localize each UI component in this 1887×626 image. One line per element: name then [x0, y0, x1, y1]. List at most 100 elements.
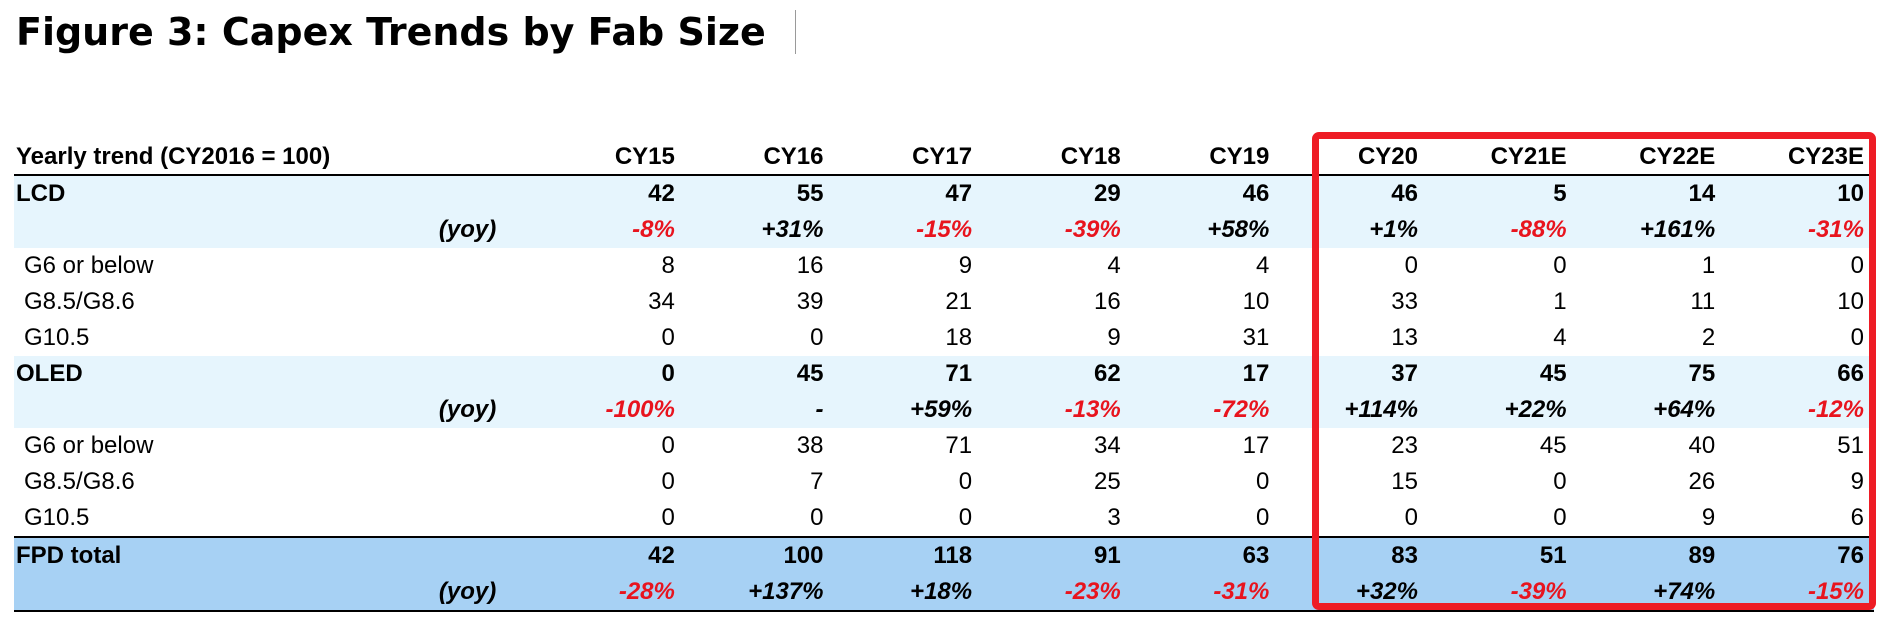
table-cell: 46	[1279, 175, 1428, 212]
yoy-cell: +32%	[1279, 574, 1428, 612]
row-label: LCD	[14, 175, 537, 212]
yoy-cell: +59%	[833, 392, 983, 428]
yoy-cell: +137%	[684, 574, 834, 612]
yoy-cell: +114%	[1279, 392, 1428, 428]
table-cell: 51	[1837, 432, 1864, 459]
table-row: G6 or below 0 38 71 34 17 23 45 40 51	[14, 428, 1874, 464]
table-cell: 0	[1256, 504, 1270, 531]
table-cell: 37	[1279, 356, 1428, 392]
table-cell: 45	[1427, 356, 1577, 392]
table-cell: 2	[1701, 324, 1716, 351]
column-header: CY15	[536, 140, 685, 176]
table-cell: 23	[1391, 432, 1418, 459]
lcd-yoy-row: (yoy) -8% +31% -15% -39% +58% +1% -88% +…	[14, 212, 1874, 248]
table-cell: 0	[661, 504, 675, 531]
table-cell: 45	[684, 356, 834, 392]
table-cell: 14	[1576, 175, 1726, 212]
column-header: CY21E	[1427, 140, 1577, 176]
table-cell: 0	[1553, 252, 1567, 279]
table-cell: 8	[661, 252, 675, 279]
yoy-cell: -88%	[1427, 212, 1577, 248]
text-cursor	[795, 10, 796, 54]
table-cell: 0	[1256, 468, 1270, 495]
table-cell: 4	[1553, 324, 1567, 351]
yoy-cell: -8%	[536, 212, 685, 248]
row-label: OLED	[14, 356, 537, 392]
yoy-cell: -13%	[982, 392, 1131, 428]
yoy-cell: -23%	[982, 574, 1131, 612]
row-label: G8.5/G8.6	[24, 468, 135, 495]
table-row: G10.5 0 0 0 3 0 0 0 9 6	[14, 500, 1874, 537]
yoy-cell: -39%	[982, 212, 1131, 248]
yoy-label: (yoy)	[174, 574, 537, 612]
table-cell: 17	[1130, 356, 1280, 392]
oled-yoy-row: (yoy) -100% - +59% -13% -72% +114% +22% …	[14, 392, 1874, 428]
table-cell: 33	[1391, 288, 1418, 315]
table-cell: 118	[833, 536, 983, 574]
figure-title: Figure 3: Capex Trends by Fab Size	[16, 10, 766, 54]
yoy-cell: -28%	[536, 574, 685, 612]
table-cell: 16	[1094, 288, 1121, 315]
row-label: G10.5	[24, 324, 90, 351]
table-cell: 1	[1701, 252, 1716, 279]
yoy-cell: +18%	[833, 574, 983, 612]
table-cell: 39	[796, 288, 824, 315]
table-cell: 13	[1391, 324, 1418, 351]
row-label: G8.5/G8.6	[24, 288, 135, 315]
yoy-cell: -100%	[536, 392, 685, 428]
table-cell: 46	[1130, 175, 1280, 212]
table-cell: 9	[1850, 468, 1864, 495]
fpd-total-row: FPD total 42 100 118 91 63 83 51 89 76	[14, 536, 1874, 574]
table-cell: 0	[1404, 504, 1418, 531]
table-cell: 31	[1242, 324, 1270, 351]
row-label: G6 or below	[24, 432, 154, 459]
lcd-row: LCD 42 55 47 29 46 46 5 14 10	[14, 175, 1874, 212]
table-row: G8.5/G8.6 0 7 0 25 0 15 0 26 9	[14, 464, 1874, 500]
header-label: Yearly trend (CY2016 = 100)	[14, 140, 537, 176]
table-cell: 71	[945, 432, 973, 459]
table-cell: 9	[958, 252, 973, 279]
table-cell: 7	[810, 468, 824, 495]
table-cell: 38	[796, 432, 824, 459]
table-row: G10.5 0 0 18 9 31 13 4 2 0	[14, 320, 1874, 356]
table-cell: 10	[1242, 288, 1270, 315]
fpd-yoy-row: (yoy) -28% +137% +18% -23% -31% +32% -39…	[14, 574, 1874, 612]
table-cell: 75	[1576, 356, 1726, 392]
table-cell: 3	[1107, 504, 1121, 531]
yoy-cell: -39%	[1427, 574, 1577, 612]
column-header: CY22E	[1576, 140, 1726, 176]
table-cell: 29	[982, 175, 1131, 212]
oled-row: OLED 0 45 71 62 17 37 45 75 66	[14, 356, 1874, 392]
row-label: G10.5	[24, 504, 90, 531]
table-cell: 66	[1725, 356, 1874, 392]
table-row: G8.5/G8.6 34 39 21 16 10 33 1 11 10	[14, 284, 1874, 320]
table-cell: 0	[810, 324, 824, 351]
table-cell: 83	[1279, 536, 1428, 574]
yoy-cell: +1%	[1279, 212, 1428, 248]
yoy-label: (yoy)	[174, 392, 537, 428]
yoy-cell: -15%	[1725, 574, 1874, 612]
yoy-cell: +161%	[1576, 212, 1726, 248]
yoy-cell: +22%	[1427, 392, 1577, 428]
table-cell: 4	[1256, 252, 1270, 279]
yoy-cell: +58%	[1130, 212, 1280, 248]
table-cell: 6	[1850, 504, 1864, 531]
yoy-cell: +64%	[1576, 392, 1726, 428]
table-cell: 16	[796, 252, 824, 279]
table-cell: 1	[1553, 288, 1567, 315]
table-cell: 26	[1688, 468, 1716, 495]
table-cell: 42	[536, 175, 685, 212]
table-cell: 91	[982, 536, 1131, 574]
table-cell: 71	[833, 356, 983, 392]
table-cell: 10	[1837, 288, 1864, 315]
table-row: G6 or below 8 16 9 4 4 0 0 1 0	[14, 248, 1874, 284]
table-cell: 9	[1107, 324, 1121, 351]
column-header: CY16	[684, 140, 834, 176]
table-cell: 34	[648, 288, 675, 315]
column-header: CY23E	[1725, 140, 1874, 176]
yoy-cell: -	[684, 392, 834, 428]
table-cell: 0	[1850, 324, 1864, 351]
table-cell: 76	[1725, 536, 1874, 574]
table-cell: 55	[684, 175, 834, 212]
table-cell: 0	[1553, 504, 1567, 531]
